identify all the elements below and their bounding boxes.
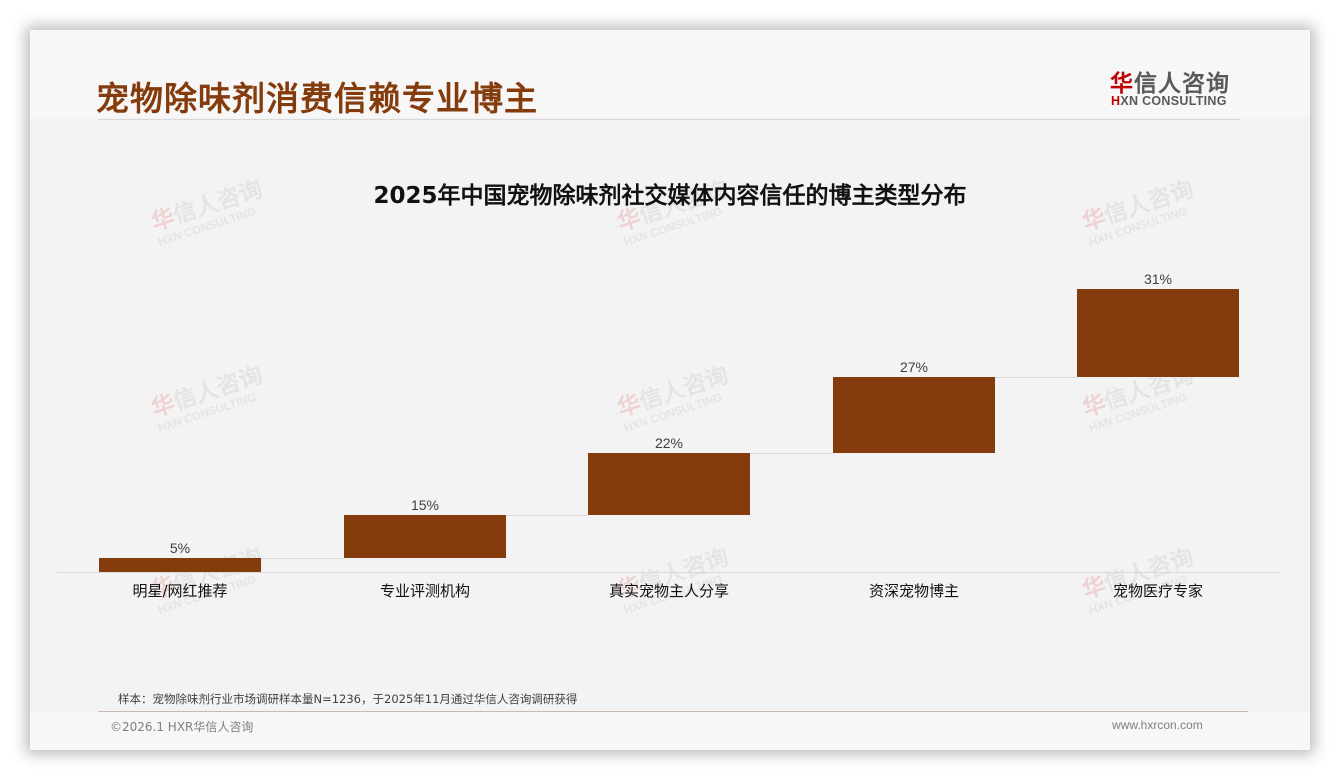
footer-band [30,712,1310,750]
page-title: 宠物除味剂消费信赖专业博主 [96,79,538,118]
data-label: 27% [899,359,929,375]
connector-line [506,515,588,516]
category-label: 真实宠物主人分享 [608,582,729,600]
category-label: 资深宠物博主 [868,582,959,600]
category-label: 宠物医疗专家 [1112,582,1203,600]
bar-5 [1077,289,1239,377]
connector-line [750,453,833,454]
website-link[interactable]: www.hxrcon.com [1112,718,1203,732]
connector-line [995,377,1077,378]
bar-4 [833,377,995,453]
x-axis-line [57,572,1281,573]
logo-en-text: XN CONSULTING [1120,94,1227,108]
connector-line [261,558,344,559]
bar-2 [344,515,506,558]
logo-en-mark: H [1111,94,1121,108]
logo-cn-text: 信人咨询 [1134,71,1230,97]
data-label: 22% [654,435,684,451]
data-label: 31% [1143,271,1173,287]
logo-english: HXN CONSULTING [1111,94,1227,108]
bar-3 [588,453,750,515]
copyright: ©2026.1 HXR华信人咨询 [110,720,254,734]
logo-chinese: 华信人咨询 [1110,64,1230,98]
category-label: 明星/网红推荐 [132,582,228,600]
sample-note: 样本：宠物除味剂行业市场调研样本量N=1236，于2025年11月通过华信人咨询… [118,692,578,706]
company-logo: 华信人咨询 HXN CONSULTING [1110,64,1250,114]
header-band [30,30,1310,118]
bar-1 [99,558,261,572]
logo-mark: 华 [1110,71,1134,97]
footer-divider [98,711,1248,712]
header-divider [98,119,1240,120]
category-label: 专业评测机构 [379,582,470,600]
slide: 宠物除味剂消费信赖专业博主 华信人咨询 HXN CONSULTING 华信人咨询… [30,30,1310,750]
chart-title: 2025年中国宠物除味剂社交媒体内容信任的博主类型分布 [373,183,967,209]
data-label: 15% [410,497,440,513]
data-label: 5% [169,540,191,556]
